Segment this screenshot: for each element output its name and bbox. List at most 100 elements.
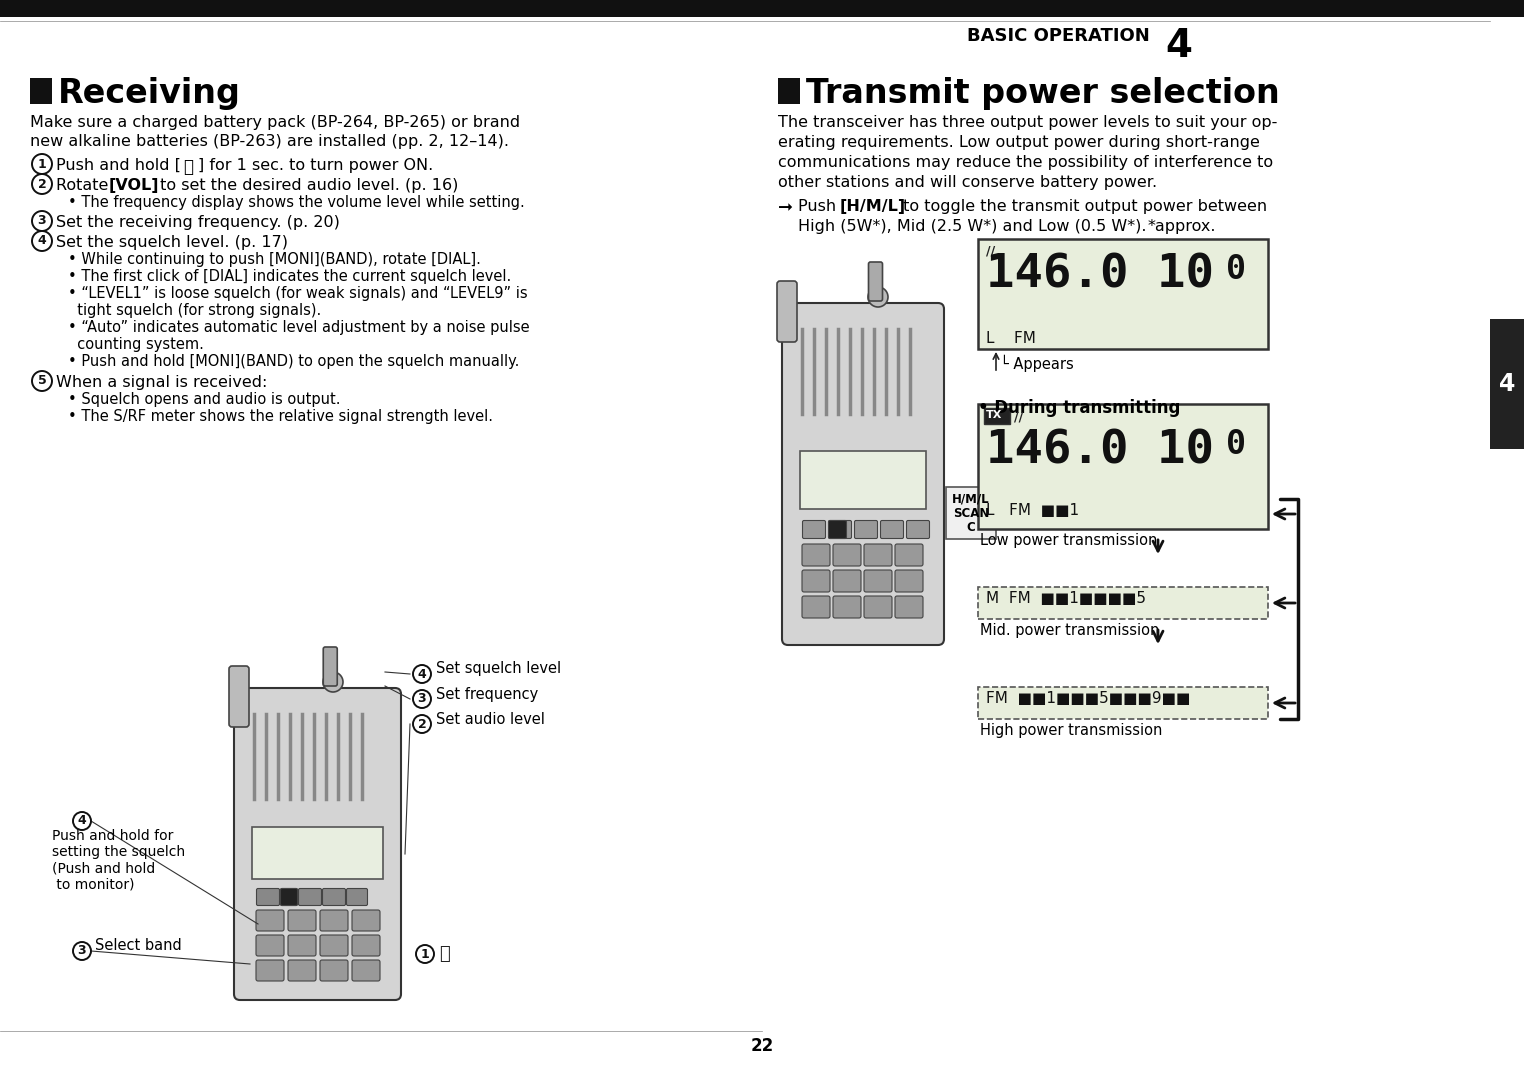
Text: 0: 0 xyxy=(1225,253,1247,286)
Text: ] for 1 sec. to turn power ON.: ] for 1 sec. to turn power ON. xyxy=(198,158,433,173)
Text: to toggle the transmit output power between: to toggle the transmit output power betw… xyxy=(898,199,1266,214)
Bar xyxy=(978,587,1268,619)
FancyBboxPatch shape xyxy=(235,688,401,1000)
FancyBboxPatch shape xyxy=(256,888,279,905)
Text: Rotate: Rotate xyxy=(56,179,113,193)
Text: Set frequency: Set frequency xyxy=(436,686,538,701)
Text: M  FM  ■■1■■■■5: M FM ■■1■■■■5 xyxy=(986,591,1146,606)
Text: High (5W*), Mid (2.5 W*) and Low (0.5 W*).: High (5W*), Mid (2.5 W*) and Low (0.5 W*… xyxy=(799,219,1146,234)
Text: counting system.: counting system. xyxy=(69,337,204,352)
Text: setting the squelch: setting the squelch xyxy=(52,845,184,859)
Text: Transmit power selection: Transmit power selection xyxy=(806,77,1280,110)
Bar xyxy=(978,687,1268,719)
Text: 2: 2 xyxy=(418,717,427,730)
FancyBboxPatch shape xyxy=(869,262,882,301)
FancyBboxPatch shape xyxy=(881,521,904,539)
Text: BASIC OPERATION: BASIC OPERATION xyxy=(968,27,1151,45)
FancyBboxPatch shape xyxy=(907,521,930,539)
FancyBboxPatch shape xyxy=(834,570,861,592)
FancyBboxPatch shape xyxy=(829,521,846,539)
Bar xyxy=(978,687,1268,719)
Text: Make sure a charged battery pack (BP-264, BP-265) or brand: Make sure a charged battery pack (BP-264… xyxy=(30,115,520,130)
Text: Low power transmission: Low power transmission xyxy=(980,533,1157,548)
FancyBboxPatch shape xyxy=(256,910,283,931)
Text: 4: 4 xyxy=(1164,27,1192,65)
Text: Push and hold for: Push and hold for xyxy=(52,828,174,843)
FancyBboxPatch shape xyxy=(299,888,322,905)
Bar xyxy=(30,78,52,104)
Circle shape xyxy=(869,286,888,307)
Text: Push and hold [: Push and hold [ xyxy=(56,158,181,173)
Text: [H/M/L]: [H/M/L] xyxy=(840,199,907,214)
FancyBboxPatch shape xyxy=(864,597,892,618)
FancyBboxPatch shape xyxy=(855,521,878,539)
FancyBboxPatch shape xyxy=(777,281,797,342)
Text: new alkaline batteries (BP-263) are installed (pp. 2, 12–14).: new alkaline batteries (BP-263) are inst… xyxy=(30,134,509,149)
Bar xyxy=(978,587,1268,619)
Text: 2: 2 xyxy=(38,177,46,190)
FancyBboxPatch shape xyxy=(229,666,248,727)
Text: • While continuing to push [MONI](BAND), rotate [DIAL].: • While continuing to push [MONI](BAND),… xyxy=(69,252,482,267)
Text: 3: 3 xyxy=(418,693,427,706)
Bar xyxy=(978,239,1268,348)
Bar xyxy=(978,499,1268,529)
FancyBboxPatch shape xyxy=(834,597,861,618)
Text: H/M/L: H/M/L xyxy=(952,493,989,506)
FancyBboxPatch shape xyxy=(288,935,315,956)
Text: TX: TX xyxy=(986,410,1003,420)
Bar xyxy=(978,404,1268,529)
FancyBboxPatch shape xyxy=(320,910,347,931)
FancyBboxPatch shape xyxy=(256,960,283,981)
Text: ⏻: ⏻ xyxy=(439,945,450,963)
FancyBboxPatch shape xyxy=(802,544,831,566)
Text: SCAN: SCAN xyxy=(952,507,989,520)
Text: //: // xyxy=(986,245,995,258)
Text: 0: 0 xyxy=(1225,428,1247,461)
Text: [VOL]: [VOL] xyxy=(110,179,160,193)
Text: *approx.: *approx. xyxy=(1148,219,1216,234)
Text: L   FM  ■■1: L FM ■■1 xyxy=(986,503,1079,518)
FancyBboxPatch shape xyxy=(352,960,379,981)
Text: 1: 1 xyxy=(38,157,46,170)
Text: communications may reduce the possibility of interference to: communications may reduce the possibilit… xyxy=(777,155,1273,170)
FancyBboxPatch shape xyxy=(320,935,347,956)
FancyBboxPatch shape xyxy=(323,888,346,905)
Text: Receiving: Receiving xyxy=(58,77,241,110)
Text: 3: 3 xyxy=(38,215,46,228)
Text: (Push and hold: (Push and hold xyxy=(52,861,155,876)
FancyBboxPatch shape xyxy=(352,935,379,956)
Text: 146.0 10: 146.0 10 xyxy=(986,253,1215,298)
Bar xyxy=(777,78,800,104)
Text: Set squelch level: Set squelch level xyxy=(436,662,561,677)
Text: • Squelch opens and audio is output.: • Squelch opens and audio is output. xyxy=(69,392,340,407)
Text: • Push and hold [MONI](BAND) to open the squelch manually.: • Push and hold [MONI](BAND) to open the… xyxy=(69,354,520,369)
Text: ➞: ➞ xyxy=(777,199,792,217)
Text: tight squelch (for strong signals).: tight squelch (for strong signals). xyxy=(69,303,322,317)
Text: High power transmission: High power transmission xyxy=(980,723,1163,738)
Text: 5: 5 xyxy=(38,374,46,387)
Text: Set the receiving frequency. (p. 20): Set the receiving frequency. (p. 20) xyxy=(56,215,340,230)
FancyBboxPatch shape xyxy=(346,888,367,905)
Text: • “Auto” indicates automatic level adjustment by a noise pulse: • “Auto” indicates automatic level adjus… xyxy=(69,320,530,335)
FancyBboxPatch shape xyxy=(864,570,892,592)
FancyBboxPatch shape xyxy=(288,960,315,981)
FancyBboxPatch shape xyxy=(352,910,379,931)
Bar xyxy=(1490,319,1524,449)
Text: Select band: Select band xyxy=(94,939,181,954)
Text: FM  ■■1■■■5■■■9■■: FM ■■1■■■5■■■9■■ xyxy=(986,691,1190,706)
FancyBboxPatch shape xyxy=(782,303,943,645)
Text: to monitor): to monitor) xyxy=(52,877,134,890)
Text: Set audio level: Set audio level xyxy=(436,712,546,727)
Text: Set the squelch level. (p. 17): Set the squelch level. (p. 17) xyxy=(56,235,288,250)
FancyBboxPatch shape xyxy=(256,935,283,956)
Bar xyxy=(985,408,1010,424)
Text: erating requirements. Low output power during short-range: erating requirements. Low output power d… xyxy=(777,135,1260,150)
Text: other stations and will conserve battery power.: other stations and will conserve battery… xyxy=(777,175,1157,190)
Text: C: C xyxy=(966,521,975,534)
FancyBboxPatch shape xyxy=(895,597,924,618)
Bar xyxy=(0,0,1524,17)
Text: 146.0 10: 146.0 10 xyxy=(986,428,1215,472)
Text: L    FM: L FM xyxy=(986,331,1036,346)
Text: └ Appears: └ Appears xyxy=(1000,355,1074,372)
Text: //: // xyxy=(1013,410,1023,423)
